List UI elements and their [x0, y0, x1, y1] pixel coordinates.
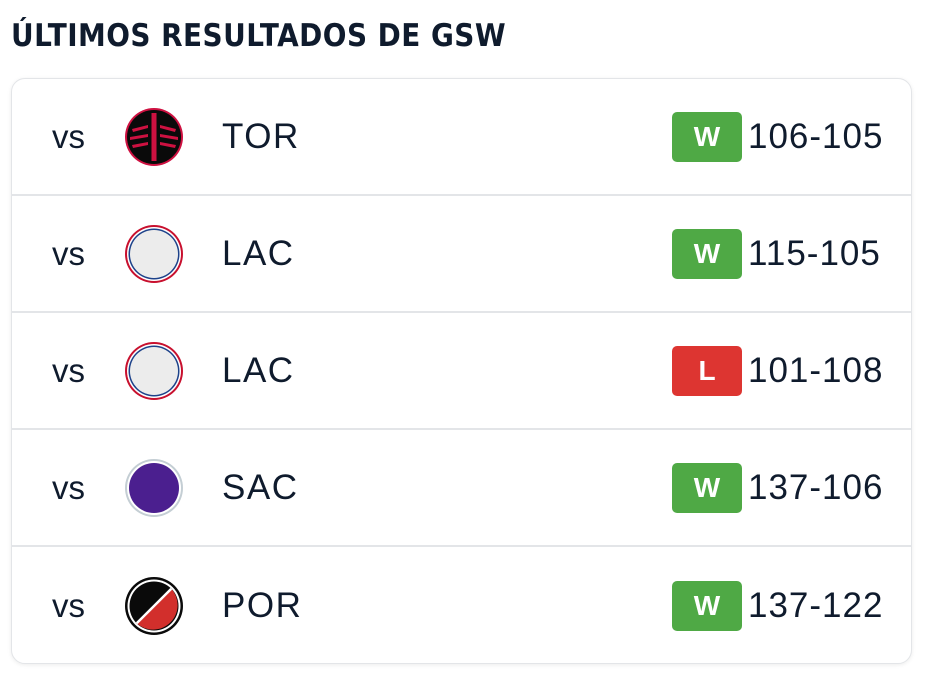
result-badge-loss: L	[672, 345, 742, 396]
blazers-logo-icon	[124, 576, 184, 636]
vs-label: vs	[52, 351, 85, 389]
game-row[interactable]: vs LAC L 101-108	[12, 313, 911, 430]
kings-logo-icon	[124, 458, 184, 518]
score: 101-108	[748, 350, 884, 390]
opponent-abbr: SAC	[222, 467, 299, 507]
opponent-abbr: POR	[222, 585, 303, 625]
game-row[interactable]: vs SAC W 137-106	[12, 430, 911, 547]
clippers-logo-icon	[124, 224, 184, 284]
result-badge-win: W	[672, 580, 742, 631]
vs-label: vs	[52, 117, 85, 155]
score: 137-122	[748, 585, 884, 625]
opponent-abbr: LAC	[222, 233, 295, 273]
game-row[interactable]: vs POR W 137-122	[12, 547, 911, 663]
raptors-logo-icon	[124, 107, 184, 167]
vs-label: vs	[52, 468, 85, 506]
score: 115-105	[748, 233, 881, 273]
result-badge-win: W	[672, 462, 742, 513]
score: 137-106	[748, 467, 884, 507]
game-row[interactable]: vs LAC W 115-105	[12, 196, 911, 313]
vs-label: vs	[52, 234, 85, 272]
results-card: vs TOR W 106-105 vs	[11, 78, 912, 664]
page-title: ÚLTIMOS RESULTADOS DE GSW	[11, 18, 507, 54]
vs-label: vs	[52, 586, 85, 624]
opponent-abbr: LAC	[222, 350, 295, 390]
result-badge-win: W	[672, 111, 742, 162]
score: 106-105	[748, 116, 884, 156]
result-badge-win: W	[672, 228, 742, 279]
opponent-abbr: TOR	[222, 116, 300, 156]
clippers-logo-icon	[124, 341, 184, 401]
game-row[interactable]: vs TOR W 106-105	[12, 79, 911, 196]
